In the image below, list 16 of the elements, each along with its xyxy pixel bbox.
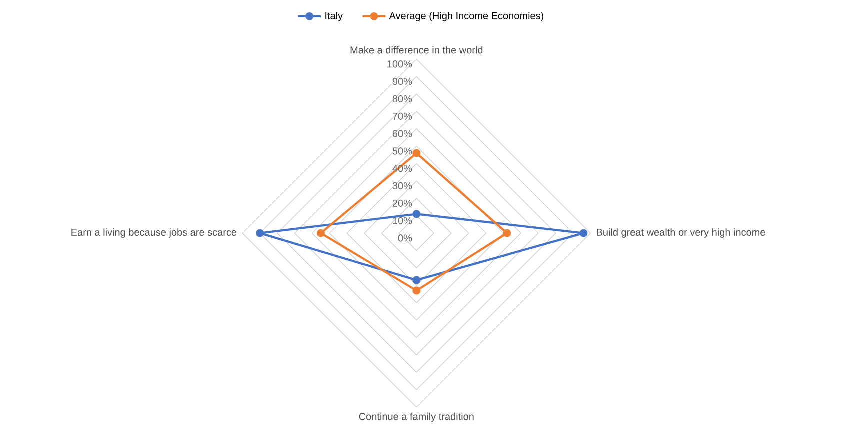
y-tick-label: 60% [392, 130, 412, 138]
y-tick-label: 80% [392, 95, 412, 103]
spoke-label: Continue a family tradition [359, 412, 474, 422]
legend-label: Italy [326, 12, 344, 22]
y-tick-label: 50% [392, 148, 412, 155]
spoke-label: Build great wealth or very high income [597, 228, 766, 238]
y-tick-label: 30% [392, 182, 412, 190]
y-tick-label: 10% [393, 217, 412, 224]
legend-label: Average (High Income Economies) [389, 12, 544, 22]
y-tick-label: 100% [388, 60, 412, 68]
spoke-label: Make a difference in the world [350, 46, 483, 54]
y-tick-label: 70% [392, 112, 412, 120]
y-tick-label: 20% [392, 200, 412, 207]
spoke-label: Earn a living because jobs are scarce [72, 228, 237, 238]
y-tick-label: 0% [398, 234, 412, 242]
y-tick-label: 90% [392, 78, 412, 86]
